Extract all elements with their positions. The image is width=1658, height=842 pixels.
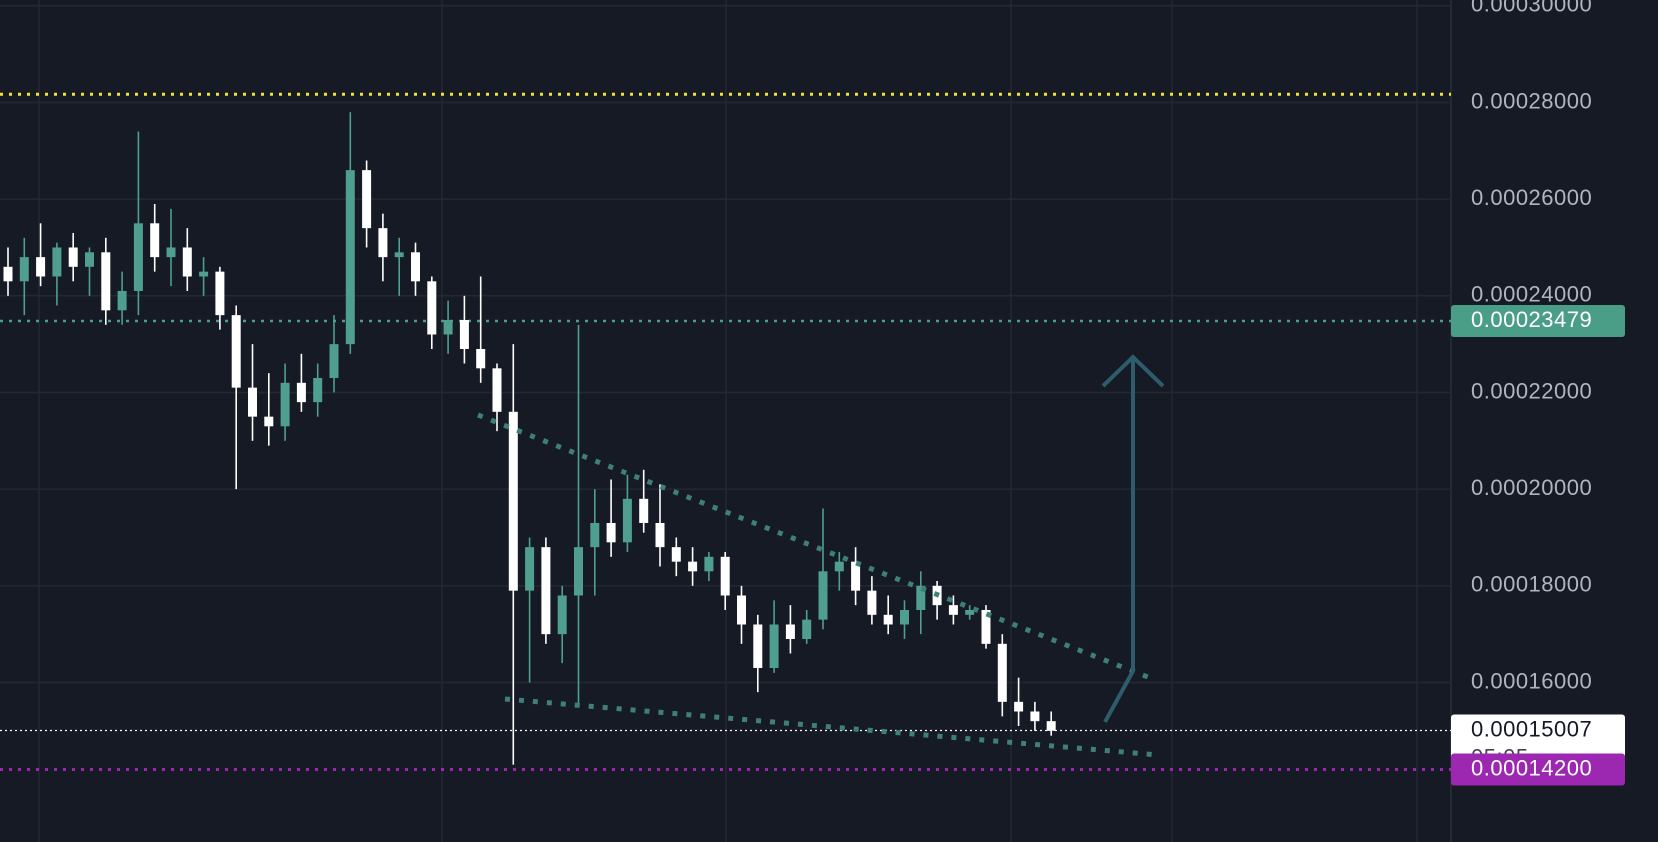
y-tick-label: 0.00028000 [1471, 88, 1592, 113]
price-lines [0, 92, 1451, 771]
candle-body [117, 290, 127, 311]
candles [3, 112, 1056, 765]
candle-body [68, 247, 78, 267]
candle-body [622, 498, 632, 543]
candle-body [231, 315, 241, 388]
candle-body [883, 614, 893, 625]
candle-body [19, 257, 29, 282]
candle-body [590, 522, 600, 548]
candle-body [166, 247, 176, 258]
candle-body [704, 556, 714, 572]
candle-body [900, 609, 909, 625]
y-tick-label: 0.00020000 [1471, 475, 1592, 500]
candle-body [476, 348, 486, 369]
y-tick-label: 0.00024000 [1471, 282, 1592, 307]
candle-body [720, 556, 730, 596]
price-axis: 0.00030000 0.00028000 0.00026000 0.00024000… [1451, 0, 1625, 786]
candle-body [639, 498, 649, 523]
candle-body [378, 228, 388, 258]
price-label-box [1451, 753, 1625, 786]
candle-body [85, 252, 94, 267]
candle-body [199, 271, 209, 277]
candle-body [981, 609, 991, 644]
candle-body [997, 643, 1007, 702]
candle-body [394, 252, 404, 258]
candle-body [345, 170, 355, 345]
candle-body [525, 547, 535, 591]
price-label: 0.00023479 [1471, 307, 1592, 332]
candle-body [296, 382, 306, 403]
candle-body [688, 561, 698, 572]
candle-body [948, 605, 958, 615]
candle-body [101, 252, 111, 311]
candle-body [802, 619, 812, 639]
candle-body [313, 377, 323, 403]
candle-body [36, 257, 46, 277]
candle-body [606, 522, 616, 543]
candle-body [492, 368, 502, 412]
candle-body [671, 547, 681, 562]
candle-body [329, 344, 339, 378]
candle-body [411, 252, 420, 282]
candle-body [769, 624, 779, 668]
candle-body [443, 319, 453, 335]
price-label: 0.00015007 [1471, 716, 1592, 741]
candle-body [1046, 721, 1056, 731]
projection-arrow [1103, 357, 1135, 723]
candle-body [965, 609, 975, 615]
candle-body [182, 247, 192, 277]
lower-trendline [504, 696, 1159, 758]
candle-body [737, 595, 746, 625]
candle-body [264, 416, 274, 427]
candle-body [508, 411, 518, 591]
y-tick-label: 0.00018000 [1471, 572, 1592, 597]
candle-body [851, 561, 861, 591]
price-label-box [1451, 304, 1625, 337]
candle-body [655, 522, 665, 548]
candle-body [362, 170, 372, 229]
candle-body [867, 590, 877, 615]
y-tick-label: 0.00016000 [1471, 668, 1592, 693]
y-tick-label: 0.00026000 [1471, 185, 1592, 210]
candle-body [557, 595, 567, 635]
candle-body [785, 624, 795, 639]
candle-body [834, 561, 844, 572]
candle-body [574, 547, 583, 596]
candle-body [1030, 711, 1040, 722]
drawings [477, 354, 1165, 758]
vertical-grid [38, 0, 1418, 842]
candle-body [541, 547, 551, 635]
candle-body [280, 382, 290, 427]
candle-body [818, 571, 828, 620]
y-tick-label: 0.00022000 [1471, 378, 1592, 403]
candle-body [1014, 701, 1024, 712]
arrow-head [1101, 354, 1165, 388]
candle-body [427, 281, 437, 335]
candle-body [753, 624, 763, 668]
price-label: 0.00014200 [1471, 755, 1592, 780]
candle-body [459, 319, 469, 349]
y-tick-label: 0.00030000 [1471, 0, 1592, 17]
candle-body [150, 223, 160, 258]
upper-trendline [477, 412, 1154, 682]
candle-body [248, 387, 257, 417]
candle-body [133, 223, 143, 291]
candle-body [215, 271, 225, 316]
candle-body [3, 266, 13, 282]
candle-body [52, 247, 62, 277]
candle-body [916, 585, 926, 610]
